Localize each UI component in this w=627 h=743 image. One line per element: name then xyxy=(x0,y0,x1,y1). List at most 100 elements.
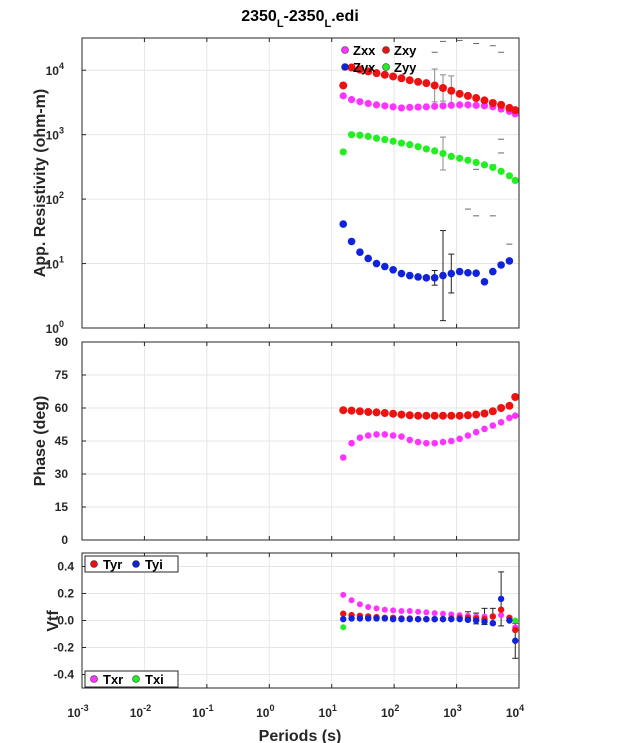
data-point-zyy xyxy=(456,154,464,162)
data-point-zxx xyxy=(439,438,447,446)
data-point-zxy xyxy=(480,96,489,105)
data-point-txr xyxy=(356,601,363,608)
data-point-zyy xyxy=(364,132,372,140)
x-tick-label: 10-1 xyxy=(192,703,213,720)
y-tick-label: 104 xyxy=(46,61,64,78)
data-point-zxy xyxy=(463,91,472,100)
data-point-zxy xyxy=(414,411,423,420)
data-point-zxy xyxy=(405,76,414,85)
legend-marker-tyi xyxy=(132,560,140,568)
data-point-zyy xyxy=(464,156,472,164)
resistivity-ylabel: App. Resistivity (ohm-m) xyxy=(32,89,49,277)
legend-label-zxx: Zxx xyxy=(353,43,376,58)
data-point-zyx xyxy=(389,266,397,274)
resistivity-marks xyxy=(339,63,520,286)
data-point-zyx xyxy=(372,259,381,268)
data-point-tyi xyxy=(356,615,364,622)
data-point-zyy xyxy=(511,176,519,185)
data-point-tyi xyxy=(481,618,488,626)
data-point-zxx xyxy=(447,437,455,445)
data-point-txr xyxy=(340,591,347,598)
x-tick-label: 10-2 xyxy=(130,703,151,720)
data-point-tyi xyxy=(448,615,455,623)
x-tick-label: 103 xyxy=(443,703,461,720)
data-point-zxy xyxy=(405,411,414,420)
data-point-zxy xyxy=(497,404,506,412)
data-point-zyy xyxy=(497,167,505,175)
data-point-zyx xyxy=(464,268,472,277)
data-point-zxx xyxy=(480,102,489,110)
data-point-zyx xyxy=(455,267,464,276)
phase-y-ticks: 0 15 30 45 60 75 90 xyxy=(55,335,69,547)
data-point-tyi xyxy=(431,615,438,623)
chart-title: 2350L-2350L.edi xyxy=(241,8,359,30)
data-point-zyy xyxy=(339,148,347,156)
data-point-zxy xyxy=(389,409,398,418)
data-point-zyy xyxy=(489,163,497,172)
tipper-panel: -0.4-0.20.00.20.4 10-3 10-2 10-1 100 101 102 1… xyxy=(45,552,524,743)
data-point-zxy xyxy=(463,411,472,420)
data-point-tyi xyxy=(497,595,505,603)
data-point-zyy xyxy=(422,145,430,153)
data-point-txr xyxy=(398,608,405,615)
data-point-zxx xyxy=(389,103,397,111)
data-point-zyy xyxy=(447,152,455,161)
resistivity-y-ticks: 100 101 102 103 104 xyxy=(46,61,64,336)
y-tick-label: -0.2 xyxy=(53,641,74,655)
y-tick-label: 101 xyxy=(46,255,64,272)
data-point-zyx xyxy=(405,271,414,280)
data-point-tyi xyxy=(348,615,355,622)
data-point-zxy xyxy=(364,407,373,416)
data-point-zxx xyxy=(472,428,480,436)
legend-label-zyx: Zyx xyxy=(353,60,376,75)
legend-marker-txr xyxy=(90,675,98,683)
data-point-zxy xyxy=(422,79,431,88)
data-point-zxy xyxy=(438,83,447,92)
data-point-zxy xyxy=(497,100,506,109)
data-point-zyy xyxy=(505,172,514,180)
data-point-txr xyxy=(348,597,355,604)
data-point-zxx xyxy=(381,102,389,110)
data-point-zxy xyxy=(355,65,364,74)
data-point-tyi xyxy=(456,615,463,623)
data-point-zyy xyxy=(347,131,356,139)
phase-marks xyxy=(339,393,520,461)
resistivity-grid xyxy=(81,38,520,329)
data-point-zxy xyxy=(488,99,497,108)
data-point-zyy xyxy=(406,141,414,149)
resistivity-panel: 100 101 102 103 104 App. Resistivity (ohm-m)… xyxy=(32,37,520,336)
data-point-zxy xyxy=(380,70,389,79)
tipper-axes-frame xyxy=(81,552,520,689)
data-point-tyi xyxy=(439,615,447,623)
data-point-tyi xyxy=(398,615,405,623)
data-point-zyx xyxy=(422,274,431,282)
x-tick-label: 10-3 xyxy=(67,703,88,720)
y-tick-label: 60 xyxy=(55,401,69,415)
data-point-tyr xyxy=(497,606,505,613)
data-point-zxy xyxy=(422,411,431,420)
legend-label-zxy: Zxy xyxy=(394,43,417,58)
data-point-zxy xyxy=(364,67,373,76)
data-point-zxx xyxy=(497,419,505,426)
data-point-zxy xyxy=(511,393,520,401)
x-tick-label: 101 xyxy=(319,703,337,720)
data-point-txr xyxy=(498,612,505,619)
data-point-zyx xyxy=(505,257,514,265)
data-point-zxx xyxy=(464,432,472,439)
data-point-txr xyxy=(415,608,422,615)
data-point-zyy xyxy=(397,139,406,147)
data-point-zxx xyxy=(511,412,519,420)
data-point-tyi xyxy=(464,616,472,624)
phase-panel: 0 15 30 45 60 75 90 Phase (deg) xyxy=(32,335,520,547)
data-point-zxy xyxy=(455,411,464,420)
data-point-zxx xyxy=(422,103,430,111)
data-point-zxx xyxy=(423,439,430,447)
data-point-tyi xyxy=(414,615,422,623)
tipper-y-ticks: -0.4 -0.2 0.0 0.2 0.4 xyxy=(53,560,74,682)
data-point-tyi xyxy=(340,615,347,623)
legend-label-tyi: Tyi xyxy=(145,557,163,572)
data-point-zyy xyxy=(480,161,489,169)
data-point-tyi xyxy=(472,617,480,624)
data-point-zxy xyxy=(438,411,447,420)
data-point-zxx xyxy=(489,422,497,429)
